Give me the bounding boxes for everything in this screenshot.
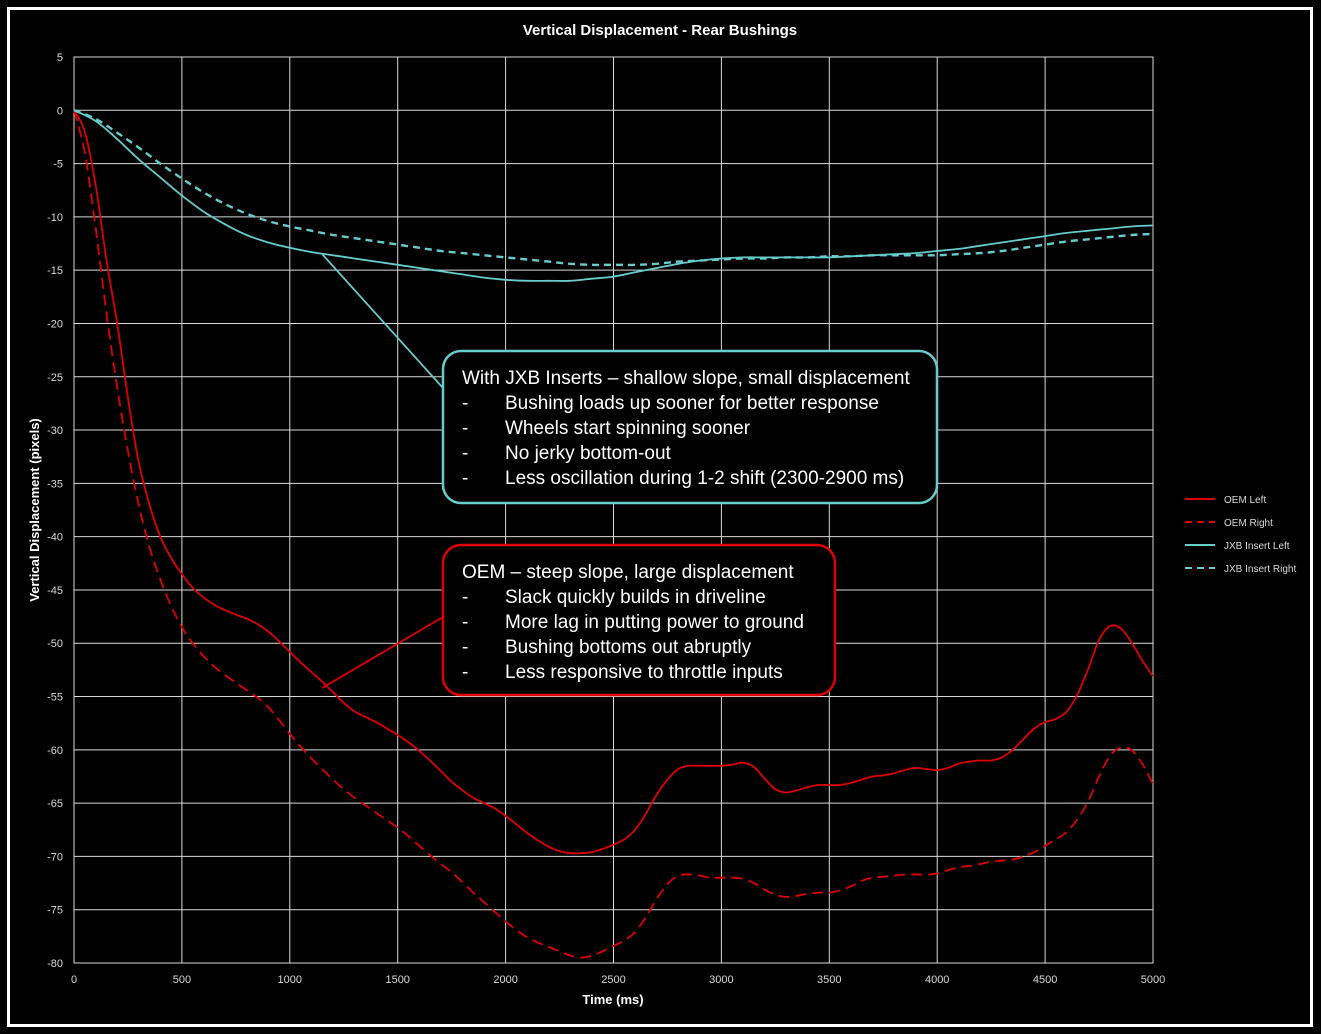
legend-label-jxb-insert-right: JXB Insert Right bbox=[1224, 564, 1296, 575]
x-tick-label: 2000 bbox=[493, 974, 517, 986]
annotation-bullet: No jerky bottom-out bbox=[505, 443, 672, 464]
annotations: With JXB Inserts – shallow slope, small … bbox=[321, 253, 939, 697]
annotation-bullet: Bushing bottoms out abruptly bbox=[505, 637, 752, 658]
y-tick-label: -60 bbox=[47, 745, 63, 757]
chart-frame bbox=[7, 7, 1313, 1027]
annotation-leader-line bbox=[321, 616, 444, 689]
annotation-bullet: Less oscillation during 1-2 shift (2300-… bbox=[505, 468, 904, 489]
x-axis-label: Time (ms) bbox=[582, 992, 643, 1007]
x-tick-label: 3000 bbox=[709, 974, 733, 986]
y-tick-labels: 5 0 -5 -10 -15 -20 -25 -30 -35 -40 -45 -50 -55 -60 -65… bbox=[47, 52, 63, 970]
y-tick-label: -40 bbox=[47, 532, 63, 544]
series-line-jxb-insert-right bbox=[73, 109, 1154, 267]
y-tick-label: -45 bbox=[47, 585, 63, 597]
annotation-bullet-marker: - bbox=[462, 587, 468, 608]
y-tick-label: 0 bbox=[57, 105, 63, 117]
y-tick-label: -80 bbox=[47, 958, 63, 970]
y-tick-label: -70 bbox=[47, 851, 63, 863]
chart-title: Vertical Displacement - Rear Bushings bbox=[523, 22, 797, 39]
series-lines bbox=[73, 109, 1154, 959]
annotation-bullet: Slack quickly builds in driveline bbox=[505, 587, 766, 608]
annotation-box-2: OEM – steep slope, large displacement - Sl… bbox=[321, 543, 837, 697]
annotation-bullet-marker: - bbox=[462, 662, 468, 683]
annotation-border bbox=[441, 543, 837, 697]
annotation-border bbox=[441, 349, 939, 505]
x-tick-label: 4000 bbox=[925, 974, 949, 986]
annotation-heading: With JXB Inserts – shallow slope, small … bbox=[462, 368, 910, 389]
x-tick-label: 500 bbox=[173, 974, 191, 986]
series-line-jxb-insert-left bbox=[73, 109, 1154, 282]
x-tick-label: 1500 bbox=[385, 974, 409, 986]
x-tick-label: 3500 bbox=[817, 974, 841, 986]
annotation-bullet-marker: - bbox=[462, 418, 468, 439]
annotation-bullet-marker: - bbox=[462, 468, 468, 489]
legend-label-jxb-insert-left: JXB Insert Left bbox=[1224, 541, 1290, 552]
y-tick-label: -75 bbox=[47, 905, 63, 917]
y-axis-label: Vertical Displacement (pixels) bbox=[27, 418, 42, 602]
legend-label-oem-right: OEM Right bbox=[1224, 518, 1273, 529]
annotation-bullet-marker: - bbox=[462, 393, 468, 414]
annotation-bullet-marker: - bbox=[462, 612, 468, 633]
y-tick-label: -55 bbox=[47, 692, 63, 704]
annotation-leader-line bbox=[321, 253, 444, 389]
x-tick-label: 4500 bbox=[1033, 974, 1057, 986]
y-tick-label: -30 bbox=[47, 425, 63, 437]
y-tick-label: -20 bbox=[47, 318, 63, 330]
y-tick-label: -50 bbox=[47, 638, 63, 650]
y-tick-label: -65 bbox=[47, 798, 63, 810]
y-tick-label: -10 bbox=[47, 212, 63, 224]
annotation-bullet-marker: - bbox=[462, 443, 468, 464]
y-tick-label: 5 bbox=[57, 52, 63, 64]
legend: OEM Left OEM Right JXB Insert Left JXB Inse… bbox=[1185, 495, 1296, 575]
annotation-bullet-marker: - bbox=[462, 637, 468, 658]
x-tick-labels: 0 500 1000 1500 2000 2500 3000 3500 4000 4500 5000 bbox=[71, 974, 1165, 986]
x-tick-label: 2500 bbox=[601, 974, 625, 986]
y-tick-label: -5 bbox=[53, 159, 63, 171]
series-line-oem-right bbox=[73, 110, 1154, 959]
x-tick-label: 5000 bbox=[1141, 974, 1165, 986]
y-tick-label: -15 bbox=[47, 265, 63, 277]
annotation-bullet: Wheels start spinning sooner bbox=[505, 418, 751, 439]
x-tick-label: 1000 bbox=[278, 974, 302, 986]
annotation-heading: OEM – steep slope, large displacement bbox=[462, 562, 794, 583]
legend-label-oem-left: OEM Left bbox=[1224, 495, 1266, 506]
annotation-bullet: More lag in putting power to ground bbox=[505, 612, 804, 633]
annotation-bullet: Less responsive to throttle inputs bbox=[505, 662, 783, 683]
y-tick-label: -25 bbox=[47, 372, 63, 384]
x-tick-label: 0 bbox=[71, 974, 77, 986]
y-tick-label: -35 bbox=[47, 478, 63, 490]
gridlines bbox=[73, 56, 1154, 964]
series-line-oem-left bbox=[73, 109, 1154, 855]
annotation-bullet: Bushing loads up sooner for better respo… bbox=[505, 393, 879, 414]
annotation-box-1: With JXB Inserts – shallow slope, small … bbox=[321, 253, 939, 505]
